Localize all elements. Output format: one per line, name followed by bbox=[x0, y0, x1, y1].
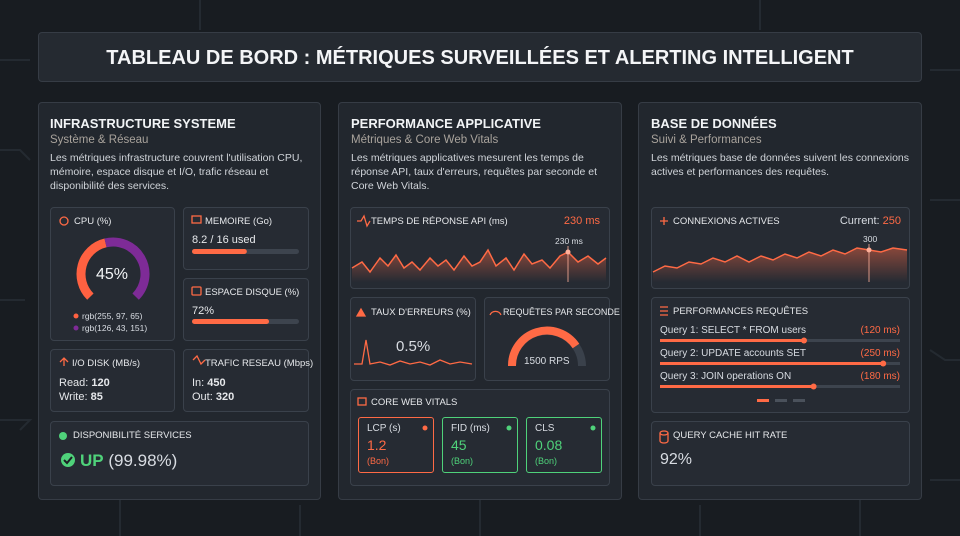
panel-subtitle: Suivi & Performances bbox=[651, 134, 762, 146]
memory-value: 8.2 / 16 used bbox=[192, 234, 256, 246]
memory-card bbox=[183, 207, 309, 270]
panel-title: INFRASTRUCTURE SYSTEME bbox=[50, 116, 236, 131]
legend-entry: rgb(126, 43, 151) bbox=[82, 323, 148, 333]
disk-card bbox=[183, 278, 309, 341]
cwv-status: (Bon) bbox=[451, 456, 474, 466]
metric-value: 85 bbox=[90, 391, 103, 403]
card-label: CPU (%) bbox=[74, 216, 112, 227]
current-value: 250 bbox=[882, 215, 901, 227]
card-label: REQUÊTES PAR SECONDE bbox=[503, 307, 620, 317]
panel-description: Les métriques infrastructure couvrent l'… bbox=[50, 152, 303, 192]
availability-card bbox=[50, 421, 309, 486]
title-bar: TABLEAU DE BORD : MÉTRIQUES SURVEILLÉES … bbox=[38, 32, 922, 82]
query-time: (180 ms) bbox=[860, 371, 900, 382]
disk-value: 72% bbox=[192, 305, 215, 317]
card-label: DISPONIBILITÉ SERVICES bbox=[73, 430, 192, 441]
queries-card bbox=[651, 297, 910, 413]
panel-description: Les métriques applicatives mesurent les … bbox=[351, 152, 597, 192]
query-time: (250 ms) bbox=[860, 348, 900, 359]
cwv-value: 45 bbox=[451, 437, 467, 453]
rps-value: 1500 RPS bbox=[524, 356, 570, 367]
cwv-value: 1.2 bbox=[367, 437, 387, 453]
connections-peak: 300 bbox=[863, 234, 878, 244]
errors-value: 0.5% bbox=[396, 338, 431, 355]
card-label: ESPACE DISQUE (%) bbox=[205, 287, 300, 298]
card-label: PERFORMANCES REQUÊTES bbox=[673, 306, 809, 317]
card-label: CONNEXIONS ACTIVES bbox=[673, 216, 780, 227]
cwv-name: LCP (s) bbox=[367, 423, 401, 434]
cache-value: 92% bbox=[660, 451, 693, 468]
cwv-card bbox=[442, 417, 518, 473]
panel-subtitle: Système & Réseau bbox=[50, 134, 149, 146]
query-name: Query 2: UPDATE accounts SET bbox=[660, 348, 806, 359]
card-label: TEMPS DE RÉPONSE API (ms) bbox=[371, 216, 508, 227]
errors-card bbox=[350, 297, 476, 381]
metric-value: 120 bbox=[91, 377, 110, 389]
card-label: MEMOIRE (Go) bbox=[205, 216, 273, 227]
card-label: I/O DISK (MB/s) bbox=[72, 358, 141, 369]
cwv-name: CLS bbox=[535, 423, 555, 434]
api-peak: 230 ms bbox=[555, 236, 583, 246]
legend-entry: rgb(255, 97, 65) bbox=[82, 311, 143, 321]
cwv-status: (Bon) bbox=[535, 456, 558, 466]
query-name: Query 3: JOIN operations ON bbox=[660, 371, 792, 382]
metric-name: Out: bbox=[192, 391, 213, 403]
metric-name: Read: bbox=[59, 377, 89, 389]
panel-description: Les métriques base de données suivent le… bbox=[651, 152, 909, 178]
card-label: TRAFIC RESEAU (Mbps) bbox=[205, 358, 314, 369]
io-card bbox=[50, 349, 175, 412]
metric-value: 320 bbox=[215, 391, 235, 403]
query-time: (120 ms) bbox=[860, 325, 900, 336]
panel-title: PERFORMANCE APPLICATIVE bbox=[351, 116, 541, 131]
metric-name: Write: bbox=[59, 391, 88, 403]
query-name: Query 1: SELECT * FROM users bbox=[660, 325, 806, 336]
status: UP bbox=[80, 451, 104, 470]
cwv-status: (Bon) bbox=[367, 456, 390, 466]
metric-name: In: bbox=[192, 377, 205, 389]
cache-card bbox=[651, 421, 910, 486]
cwv-card bbox=[358, 417, 434, 473]
panel-title: BASE DE DONNÉES bbox=[651, 116, 777, 131]
metric-value: 450 bbox=[207, 377, 226, 389]
panel-subtitle: Métriques & Core Web Vitals bbox=[351, 134, 499, 146]
availability-value: (99.98%) bbox=[108, 451, 178, 470]
card-label: TAUX D'ERREURS (%) bbox=[371, 307, 471, 318]
cpu-value: 45% bbox=[96, 266, 129, 283]
cwv-name: FID (ms) bbox=[451, 423, 490, 434]
card-label: QUERY CACHE HIT RATE bbox=[673, 430, 788, 441]
cwv-card bbox=[526, 417, 602, 473]
card-label: CORE WEB VITALS bbox=[371, 397, 458, 408]
cwv-value: 0.08 bbox=[535, 437, 563, 453]
api-current: 230 ms bbox=[563, 215, 600, 227]
current-label: Current: bbox=[839, 215, 880, 227]
page-title: TABLEAU DE BORD : MÉTRIQUES SURVEILLÉES … bbox=[106, 47, 854, 69]
